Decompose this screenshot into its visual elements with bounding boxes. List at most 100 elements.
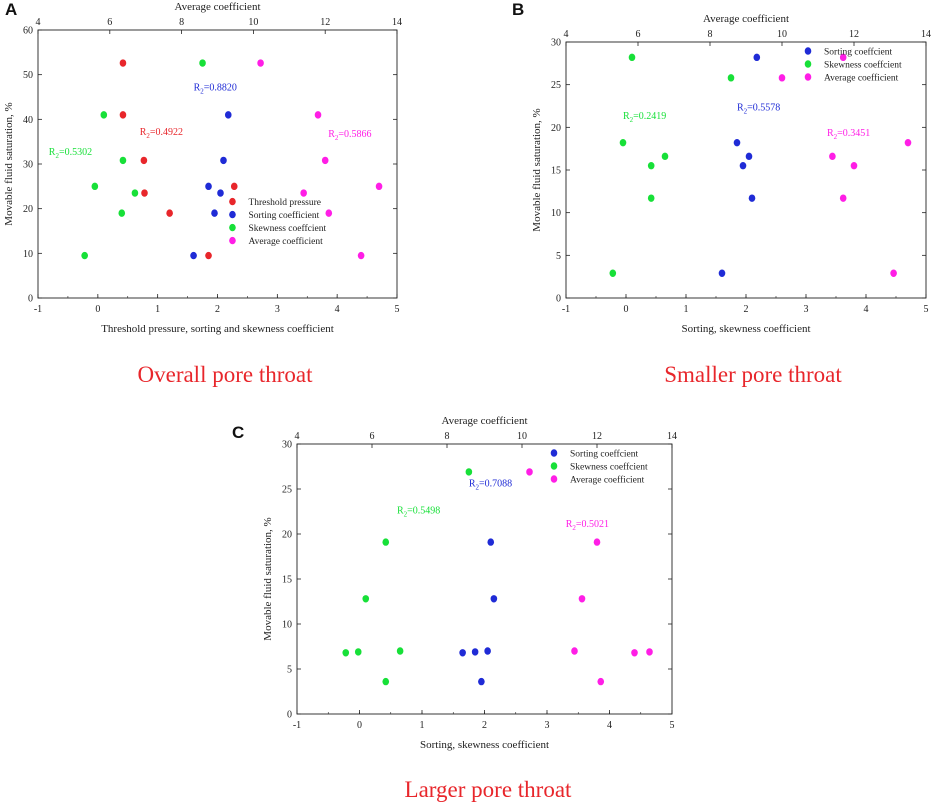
data-point (745, 152, 753, 161)
data-point (140, 156, 148, 165)
y-tick-label: 10 (23, 249, 33, 260)
y-axis-label: Movable fluid saturation, % (262, 517, 274, 640)
y-tick-label: 25 (551, 80, 561, 91)
x-axis-label: Sorting, skewness coefficient (681, 323, 810, 335)
data-point (257, 59, 264, 67)
x-tick-label: 2 (482, 720, 487, 731)
y-tick-label: 30 (551, 38, 561, 49)
data-point (733, 138, 741, 147)
data-point (578, 595, 586, 603)
legend-label: Skewness coeffcient (824, 60, 902, 71)
data-point (829, 152, 836, 161)
top-tick-label: 12 (320, 17, 330, 28)
y-tick-label: 40 (23, 115, 33, 126)
series-skewness-coefficient (342, 468, 473, 686)
panel-letter: A (5, 0, 17, 19)
data-point (342, 649, 350, 657)
data-point (850, 162, 858, 170)
legend-marker (550, 475, 558, 483)
y-tick-label: 25 (282, 485, 292, 496)
x-tick-label: -1 (562, 304, 570, 315)
series-threshold-pressure (119, 59, 238, 260)
top-tick-label: 10 (517, 431, 527, 442)
r2-annotation: R2=0.2419 (623, 111, 666, 124)
data-point (382, 677, 390, 686)
top-tick-label: 8 (179, 17, 184, 28)
data-point (224, 111, 232, 119)
data-point (748, 194, 756, 202)
top-tick-label: 14 (921, 29, 931, 40)
y-tick-label: 60 (23, 26, 33, 37)
top-tick-label: 10 (248, 17, 258, 28)
top-tick-label: 12 (849, 29, 859, 40)
data-point (354, 648, 362, 656)
legend-label: Sorting coeffcient (824, 47, 893, 58)
x-tick-label: 4 (864, 304, 869, 315)
data-point (661, 152, 669, 161)
x-tick-label: -1 (34, 304, 42, 315)
x-tick-label: 5 (670, 720, 675, 731)
data-point (490, 595, 498, 603)
y-tick-label: 0 (28, 294, 33, 305)
x-tick-label: 3 (275, 304, 280, 315)
data-point (593, 538, 601, 546)
top-axis-label: Average coefficient (703, 13, 789, 25)
data-point (357, 251, 365, 260)
data-point (211, 209, 218, 217)
x-tick-label: 0 (357, 720, 362, 731)
y-tick-label: 30 (23, 160, 33, 171)
series-sorting-coefficient (190, 111, 232, 260)
legend-label: Sorting coeffcient (570, 449, 639, 460)
data-point (459, 649, 466, 657)
top-axis-label: Average coefficient (174, 1, 260, 13)
x-tick-label: 3 (545, 720, 550, 731)
data-point (217, 189, 224, 197)
data-point (205, 251, 212, 260)
data-point (375, 182, 383, 191)
data-point (646, 648, 653, 656)
x-tick-label: 1 (684, 304, 689, 315)
r2-annotation: R2=0.5866 (328, 129, 371, 142)
data-point (727, 74, 735, 82)
data-point (487, 538, 495, 546)
data-point (718, 269, 726, 277)
legend-label: Skewness coeffcient (570, 462, 648, 473)
y-axis-label: Movable fluid saturation, % (531, 108, 543, 231)
data-point (119, 59, 127, 67)
data-point (904, 138, 912, 147)
y-tick-label: 0 (556, 294, 561, 305)
y-tick-label: 20 (282, 530, 292, 541)
data-point (628, 53, 636, 62)
data-point (739, 162, 747, 170)
data-point (81, 251, 88, 260)
data-point (325, 209, 333, 217)
legend-marker (229, 210, 236, 219)
data-point (396, 647, 404, 655)
data-point (230, 182, 238, 191)
top-tick-label: 10 (777, 29, 787, 40)
legend-label: Average coefficient (570, 475, 645, 486)
legend-marker (550, 462, 558, 470)
data-point (91, 182, 99, 191)
legend-marker (550, 449, 558, 457)
data-point (205, 182, 212, 191)
r2-annotation: R2=0.3451 (827, 128, 870, 141)
panel-caption: Larger pore throat (405, 777, 572, 802)
data-point (647, 194, 655, 202)
r2-annotation: R2=0.5021 (566, 519, 609, 532)
legend-label: Threshold pressure (248, 198, 321, 208)
data-point (597, 677, 605, 686)
legend-marker (229, 236, 236, 245)
data-point (778, 74, 786, 82)
legend-label: Skewness coeffcient (248, 223, 326, 234)
x-tick-label: -1 (293, 720, 301, 731)
data-point (321, 156, 329, 165)
x-tick-label: 5 (924, 304, 929, 315)
data-point (471, 648, 479, 656)
data-point (166, 209, 173, 217)
x-tick-label: 5 (395, 304, 400, 315)
x-tick-label: 0 (95, 304, 100, 315)
